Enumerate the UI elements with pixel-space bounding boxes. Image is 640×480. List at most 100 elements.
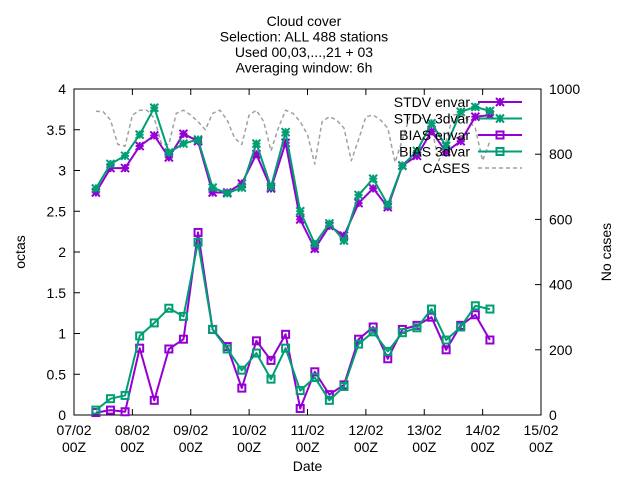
data-point [412, 323, 422, 333]
data-point [485, 304, 495, 314]
data-point [295, 386, 305, 396]
series-bias-envar [91, 227, 495, 418]
data-point [495, 113, 505, 124]
data-point [485, 335, 495, 345]
series-line [95, 114, 491, 250]
data-point-stroke [383, 200, 393, 210]
data-point [120, 407, 130, 417]
data-point-stroke [120, 151, 130, 161]
series-stdv-3dvar [91, 102, 495, 249]
data-point [105, 394, 115, 404]
data-point-stroke [397, 160, 408, 171]
y-tick-label: 0 [58, 407, 66, 423]
data-point-stroke [412, 146, 422, 156]
data-point [368, 183, 378, 194]
data-point [324, 218, 335, 229]
data-point [495, 147, 505, 156]
data-point [383, 346, 393, 356]
x-tick-label-hour: 00Z [412, 439, 437, 455]
data-point [149, 130, 159, 141]
data-point-stroke [237, 182, 247, 193]
x-tick-label: 09/02 [173, 422, 208, 438]
data-point [368, 327, 378, 337]
x-tick-label-hour: 00Z [179, 439, 204, 455]
data-point [178, 138, 189, 149]
data-point-stroke [91, 183, 101, 194]
data-point [237, 383, 247, 393]
data-point [427, 304, 437, 314]
data-point [149, 318, 159, 328]
data-point [426, 118, 437, 128]
data-point-stroke [149, 103, 159, 113]
title-line: Selection: ALL 488 stations [220, 29, 388, 45]
data-point-stroke [470, 102, 481, 112]
legend-label: STDV 3dvar [394, 111, 471, 127]
data-point [164, 147, 174, 158]
data-point [193, 134, 203, 145]
data-point-stroke [368, 173, 378, 184]
data-point [470, 102, 481, 112]
data-point [397, 160, 408, 171]
data-point [237, 365, 247, 375]
data-point [222, 344, 232, 354]
data-point [222, 188, 232, 199]
data-point [91, 183, 101, 194]
data-point [280, 127, 291, 137]
x-tick-label-hour: 00Z [529, 439, 554, 455]
data-point-stroke [324, 218, 335, 229]
data-point-stroke [280, 127, 291, 137]
data-point [310, 239, 320, 249]
data-point-stroke [353, 190, 364, 200]
data-point [383, 200, 393, 210]
legend-label: CASES [423, 160, 470, 176]
data-point [397, 328, 407, 338]
y-tick-label: 4 [58, 81, 66, 97]
data-point [149, 395, 159, 405]
legend-label: STDV envar [394, 94, 471, 110]
data-point [353, 190, 364, 200]
x-axis-label: Date [293, 458, 323, 474]
y2-tick-label: 800 [549, 146, 573, 162]
data-point [368, 173, 378, 184]
data-point [135, 331, 145, 341]
data-point [193, 227, 203, 237]
data-point-stroke [456, 107, 466, 117]
data-point [354, 339, 364, 349]
data-point [134, 129, 145, 140]
y-tick-label: 2.5 [47, 203, 67, 219]
data-point [149, 103, 159, 113]
x-tick-label-hour: 00Z [295, 439, 320, 455]
data-point [266, 374, 276, 384]
data-point-stroke [495, 113, 505, 124]
data-point [456, 107, 466, 117]
y2-tick-label: 200 [549, 342, 573, 358]
x-tick-label: 10/02 [232, 422, 267, 438]
data-point-stroke [441, 141, 451, 151]
data-point [164, 303, 174, 313]
data-point-stroke [178, 129, 189, 139]
data-point [470, 301, 480, 311]
data-point [237, 182, 247, 193]
x-tick-label: 14/02 [465, 422, 500, 438]
data-point [251, 138, 262, 149]
data-point-stroke [193, 134, 203, 145]
data-point-stroke [134, 141, 145, 151]
title-line: Cloud cover [267, 13, 342, 29]
data-point-stroke [295, 206, 305, 216]
data-point [134, 141, 145, 151]
series-line [95, 105, 491, 245]
data-point [456, 322, 466, 332]
y2-tick-label: 600 [549, 211, 573, 227]
data-point [470, 112, 481, 122]
y-tick-label: 1 [58, 326, 66, 342]
data-point-stroke [134, 129, 145, 140]
x-axis: 07/0200Z08/0200Z09/0200Z10/0200Z11/0200Z… [56, 89, 559, 455]
data-point-stroke [470, 112, 481, 122]
data-point [266, 355, 276, 365]
series-bias-3dvar [91, 237, 495, 415]
data-point [295, 206, 305, 216]
x-tick-label: 12/02 [348, 422, 383, 438]
data-point [339, 381, 349, 391]
